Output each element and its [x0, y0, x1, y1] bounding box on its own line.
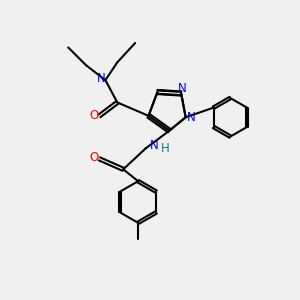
Text: N: N [187, 111, 195, 124]
Text: O: O [89, 109, 99, 122]
Text: N: N [149, 139, 158, 152]
Text: N: N [178, 82, 187, 95]
Text: N: N [97, 72, 105, 85]
Text: O: O [89, 151, 99, 164]
Text: H: H [160, 142, 169, 155]
